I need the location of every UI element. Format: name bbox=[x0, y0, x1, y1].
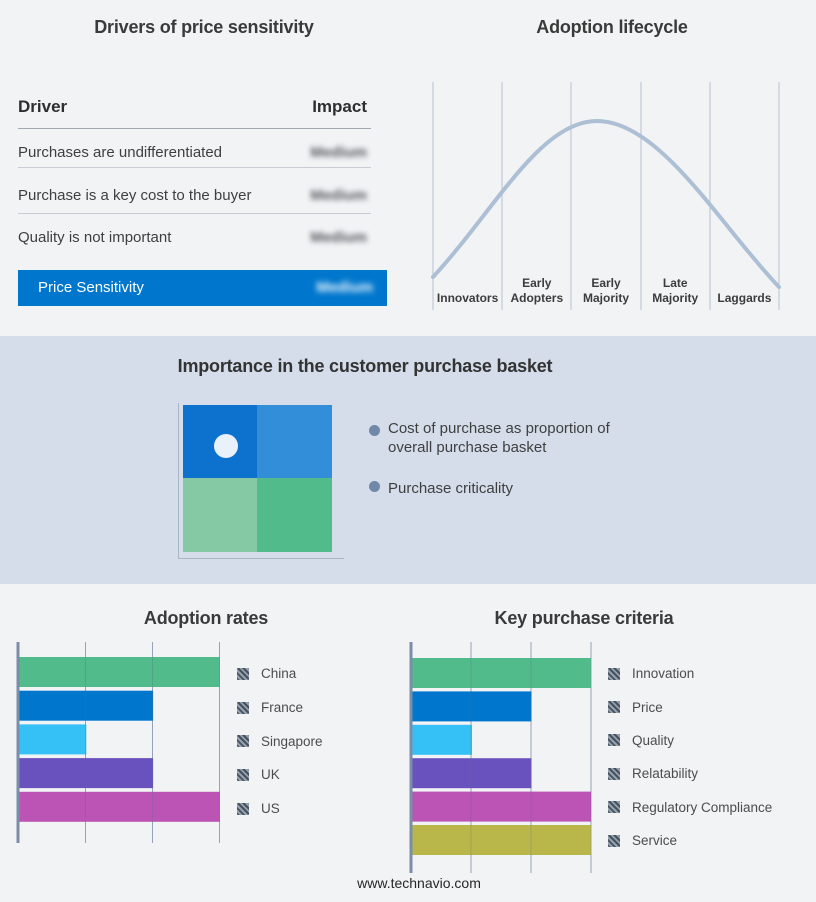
adoption-legend-item-singapore: Singapore bbox=[237, 724, 323, 758]
stage-label-innovators: Innovators bbox=[433, 272, 502, 306]
bar-service bbox=[412, 825, 591, 855]
basket-bullet: Purchase criticality bbox=[388, 480, 514, 497]
table-row-divider bbox=[18, 167, 371, 168]
quadrant-top-right bbox=[257, 405, 332, 478]
table-header-driver: Driver bbox=[18, 97, 68, 116]
stage-label-line: Early bbox=[522, 276, 552, 290]
table-row-divider bbox=[18, 213, 371, 214]
adoption-legend-item-france: France bbox=[237, 691, 323, 725]
key-purchase-criteria-legend: Innovation Price Quality Relatability Regula… bbox=[608, 657, 772, 857]
key-purchase-criteria-title: Key purchase criteria bbox=[494, 608, 674, 628]
stage-label-line: Adopters bbox=[510, 291, 564, 305]
hatched-swatch-icon bbox=[608, 767, 620, 780]
legend-label: Regulatory Compliance bbox=[632, 799, 773, 815]
stage-label-line: Innovators bbox=[436, 291, 499, 305]
criteria-legend-item-quality: Quality bbox=[608, 724, 772, 757]
bar-uk bbox=[19, 758, 154, 789]
bar-singapore bbox=[19, 724, 87, 755]
legend-label: US bbox=[261, 801, 280, 817]
criteria-legend-item-relatability: Relatability bbox=[608, 757, 772, 790]
hatched-swatch-icon bbox=[608, 801, 620, 814]
hatched-swatch-icon bbox=[237, 768, 249, 781]
table-row-impact-blurred: Medium bbox=[310, 229, 367, 246]
stage-label-line: Majority bbox=[652, 291, 699, 305]
table-header-divider bbox=[18, 128, 371, 129]
purchase-basket-band bbox=[0, 336, 816, 584]
quadrant-x-axis bbox=[178, 558, 344, 559]
key-purchase-criteria-chart bbox=[409, 642, 592, 873]
drivers-panel-title: Drivers of price sensitivity bbox=[94, 17, 314, 37]
price-sensitivity-highlight-row: Price Sensitivity Medium bbox=[18, 270, 387, 306]
adoption-legend-item-uk: UK bbox=[237, 758, 323, 792]
table-row-driver: Purchases are undifferentiated bbox=[18, 144, 223, 161]
bar-innovation bbox=[412, 658, 591, 688]
adoption-lifecycle-chart bbox=[431, 82, 781, 310]
technavio-url[interactable]: www.technavio.com bbox=[357, 875, 481, 891]
stage-label-line: Late bbox=[662, 276, 688, 290]
hatched-swatch-icon bbox=[237, 701, 249, 714]
basket-bullet: Cost of purchase as proportion of overal… bbox=[388, 420, 610, 456]
legend-label: UK bbox=[261, 767, 280, 783]
hatched-swatch-icon bbox=[608, 834, 620, 847]
adoption-legend-item-us: US bbox=[237, 792, 323, 826]
bar-relatability bbox=[412, 758, 532, 789]
quadrant-bottom-right bbox=[257, 478, 332, 552]
legend-label: Innovation bbox=[632, 666, 695, 682]
stage-label-line: Laggards bbox=[717, 291, 772, 305]
legend-label: Service bbox=[632, 833, 678, 849]
bar-regulatory-compliance bbox=[412, 791, 591, 822]
legend-label: Quality bbox=[632, 732, 675, 748]
hatched-swatch-icon bbox=[608, 734, 620, 747]
stage-label-laggards: Laggards bbox=[710, 272, 779, 306]
bullet-icon bbox=[369, 481, 380, 492]
bar-france bbox=[19, 690, 154, 721]
stage-label-line: Majority bbox=[583, 291, 630, 305]
position-marker-dot bbox=[214, 434, 238, 458]
hatched-swatch-icon bbox=[608, 667, 620, 680]
table-row-impact-blurred: Medium bbox=[310, 187, 367, 204]
stage-label-late-majority: Late Majority bbox=[641, 272, 710, 306]
table-row-driver: Purchase is a key cost to the buyer bbox=[18, 187, 252, 204]
stage-label-line: Early bbox=[591, 276, 621, 290]
legend-label: Singapore bbox=[261, 733, 323, 749]
stage-label-early-adopters: Early Adopters bbox=[502, 272, 571, 306]
lifecycle-stage-labels: Innovators Early Adopters Early Majority Late… bbox=[433, 272, 779, 306]
price-sensitivity-impact-blurred: Medium bbox=[316, 279, 373, 296]
hatched-swatch-icon bbox=[237, 735, 249, 748]
bar-us bbox=[19, 791, 220, 822]
criteria-legend-item-service: Service bbox=[608, 824, 772, 857]
bell-curve bbox=[431, 118, 781, 289]
basket-panel-title: Importance in the customer purchase bask… bbox=[177, 356, 553, 376]
price-sensitivity-label: Price Sensitivity bbox=[38, 279, 144, 296]
table-row-driver: Quality is not important bbox=[18, 229, 172, 246]
bar-china bbox=[19, 657, 220, 687]
adoption-rates-legend: China France Singapore UK US bbox=[237, 657, 323, 825]
table-row-impact-blurred: Medium bbox=[310, 144, 367, 161]
lifecycle-gridlines bbox=[432, 82, 780, 310]
table-header-impact: Impact bbox=[312, 97, 367, 116]
quadrant-top-left bbox=[183, 405, 257, 478]
legend-label: China bbox=[261, 666, 297, 682]
criteria-legend-item-regulatory-compliance: Regulatory Compliance bbox=[608, 791, 772, 824]
bar-quality bbox=[412, 724, 472, 755]
quadrant-y-axis bbox=[178, 403, 179, 559]
adoption-rates-title: Adoption rates bbox=[143, 608, 269, 628]
hatched-swatch-icon bbox=[237, 667, 249, 680]
legend-label: Relatability bbox=[632, 766, 699, 782]
criteria-legend-item-innovation: Innovation bbox=[608, 657, 772, 690]
legend-label: Price bbox=[632, 699, 663, 715]
quadrant-bottom-left bbox=[183, 478, 257, 552]
adoption-legend-item-china: China bbox=[237, 657, 323, 691]
criteria-legend-item-price: Price bbox=[608, 690, 772, 723]
adoption-rates-chart bbox=[16, 642, 220, 843]
bar-price bbox=[412, 691, 532, 722]
lifecycle-panel-title: Adoption lifecycle bbox=[536, 17, 688, 37]
hatched-swatch-icon bbox=[237, 802, 249, 815]
bullet-icon bbox=[369, 425, 380, 436]
legend-label: France bbox=[261, 700, 304, 716]
purchase-basket-quadrant bbox=[178, 403, 348, 563]
hatched-swatch-icon bbox=[608, 701, 620, 714]
stage-label-early-majority: Early Majority bbox=[571, 272, 640, 306]
